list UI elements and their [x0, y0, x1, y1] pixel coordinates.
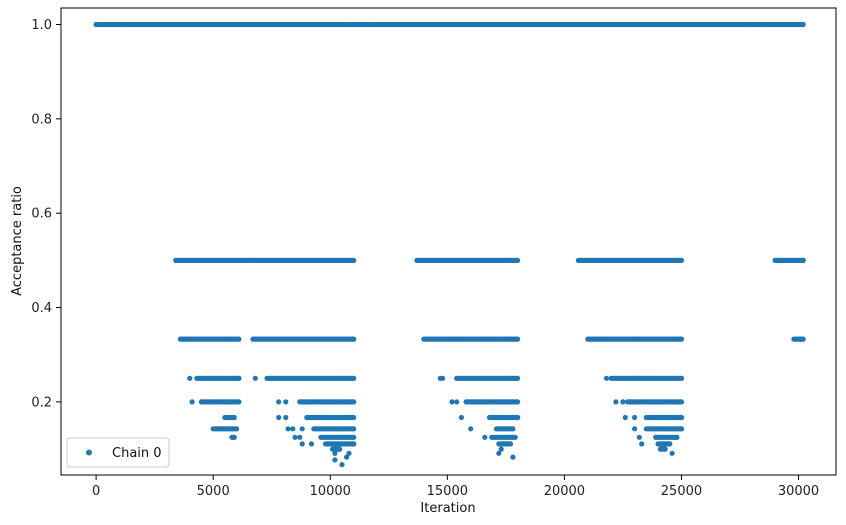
data-point: [351, 426, 357, 432]
data-point: [299, 426, 305, 432]
data-point: [458, 414, 464, 421]
data-point: [678, 375, 685, 381]
y-axis-label: Acceptance ratio: [10, 186, 25, 296]
x-tick-label: 25000: [661, 484, 702, 499]
data-point: [678, 336, 685, 342]
data-point: [603, 375, 610, 381]
data-point: [798, 336, 804, 342]
x-tick-label: 0: [92, 484, 100, 499]
data-point: [299, 441, 305, 447]
y-tick-label: 1.0: [31, 18, 52, 33]
data-point: [669, 450, 675, 456]
data-points: [93, 21, 806, 468]
data-point: [276, 414, 282, 421]
data-point: [800, 21, 806, 28]
data-point: [468, 426, 474, 432]
data-point: [636, 434, 642, 440]
y-tick-label: 0.4: [31, 301, 52, 316]
y-tick-label: 0.6: [31, 207, 52, 222]
legend-box: [66, 437, 170, 468]
y-tick-label: 0.2: [31, 395, 52, 410]
data-point: [515, 336, 521, 342]
data-point: [187, 375, 193, 381]
data-point: [351, 434, 357, 440]
data-point: [622, 414, 628, 421]
data-point: [454, 399, 460, 405]
data-point: [620, 399, 626, 405]
data-point: [308, 441, 315, 447]
x-axis-label: Iteration: [420, 501, 475, 516]
data-point: [351, 257, 357, 263]
data-point: [515, 375, 521, 381]
legend-marker: [86, 449, 92, 456]
plot-frame: [60, 7, 837, 476]
data-point: [344, 454, 350, 460]
data-point: [351, 336, 357, 342]
data-point: [283, 399, 289, 405]
x-axis: 0 5000 10000 15000 20000 25000 30000: [92, 475, 819, 499]
x-tick-label: 10000: [310, 484, 351, 499]
data-point: [674, 434, 680, 440]
data-point: [613, 399, 619, 405]
data-point: [351, 414, 357, 421]
x-tick-label: 15000: [427, 484, 468, 499]
legend: Chain 0: [66, 437, 170, 468]
data-point: [236, 375, 242, 381]
data-point: [234, 426, 240, 432]
data-point: [231, 434, 237, 440]
data-point: [510, 454, 516, 460]
data-point: [510, 426, 516, 432]
data-point: [800, 257, 806, 263]
data-point: [667, 441, 673, 447]
data-point: [515, 257, 521, 263]
data-point: [482, 434, 488, 440]
data-point: [337, 446, 343, 452]
data-point: [339, 462, 345, 468]
data-point: [236, 399, 242, 405]
data-point: [678, 399, 685, 405]
data-point: [351, 441, 357, 447]
y-axis: 0.2 0.4 0.6 0.8 1.0: [31, 18, 61, 410]
data-point: [515, 414, 521, 421]
data-point: [632, 426, 638, 432]
data-point: [276, 399, 282, 405]
data-point: [290, 426, 296, 432]
data-point: [292, 434, 298, 440]
data-point: [515, 399, 521, 405]
data-point: [351, 399, 357, 405]
data-point: [678, 257, 685, 263]
data-point: [507, 441, 514, 447]
x-tick-label: 20000: [544, 484, 585, 499]
data-point: [231, 414, 237, 421]
data-point: [498, 446, 504, 452]
data-point: [332, 457, 338, 463]
data-point: [285, 426, 291, 432]
data-point: [632, 414, 638, 421]
data-point: [332, 450, 338, 456]
data-point: [500, 441, 507, 447]
data-point: [236, 336, 242, 342]
data-point: [351, 375, 357, 381]
x-tick-label: 5000: [197, 484, 230, 499]
data-point: [283, 414, 289, 421]
data-point: [639, 441, 645, 447]
data-point: [252, 375, 258, 381]
legend-label-chain-0: Chain 0: [112, 446, 162, 461]
data-point: [449, 399, 455, 405]
data-point: [662, 446, 668, 452]
data-point: [512, 434, 518, 440]
data-point: [297, 434, 303, 440]
data-point: [496, 450, 502, 456]
data-point: [678, 426, 685, 432]
data-point: [678, 414, 685, 421]
data-point: [346, 450, 352, 456]
x-tick-label: 30000: [778, 484, 819, 499]
data-point: [189, 399, 195, 405]
y-tick-label: 0.8: [31, 112, 52, 127]
data-point: [440, 375, 446, 381]
